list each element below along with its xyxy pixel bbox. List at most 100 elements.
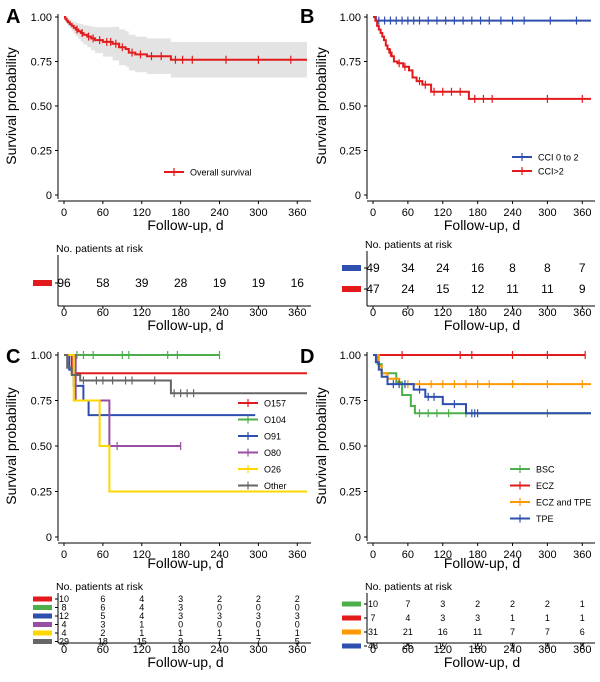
legend-item: BSC [510, 465, 555, 475]
x-tick-label: 360 [573, 207, 591, 219]
y-tick-label: 0.50 [31, 101, 52, 113]
y-axis-label: Survival probability [313, 387, 329, 505]
x-tick-label: 300 [538, 549, 556, 561]
risk-table: No. patients at risk 96 58 39 28 19 19 16 0 60 120… [33, 243, 311, 333]
series-cci-0-to-2 [373, 16, 591, 25]
risk-count: 11 [473, 627, 482, 637]
survival-curve [373, 354, 591, 415]
risk-table-title: No. patients at risk [56, 581, 144, 593]
risk-count: 5 [100, 611, 105, 621]
risk-count: 34 [401, 261, 415, 275]
x-tick-label: 180 [468, 549, 486, 561]
x-tick-label: 180 [171, 207, 189, 219]
survival-curve [373, 354, 591, 386]
x-tick-label: 180 [468, 207, 486, 219]
risk-count: 4 [61, 628, 66, 638]
survival-curve [373, 16, 591, 22]
x-tick-label: 60 [97, 549, 109, 561]
risk-count: 24 [401, 282, 415, 296]
legend-label: Overall survival [190, 168, 252, 178]
legend-label: TPE [536, 514, 554, 524]
risk-row-swatch [33, 596, 52, 602]
series-cci-2 [373, 16, 591, 103]
risk-x-tick-label: 240 [503, 644, 521, 656]
legend-label: O157 [264, 399, 286, 409]
risk-count: 49 [366, 261, 380, 275]
legend-item: Overall survival [164, 168, 252, 178]
legend-item: ECZ and TPE [510, 498, 591, 508]
legend-item: O157 [238, 399, 286, 409]
risk-count: 3 [295, 611, 300, 621]
risk-count: 19 [213, 276, 227, 290]
risk-count: 19 [252, 276, 266, 290]
risk-count: 3 [178, 611, 183, 621]
risk-x-tick-label: 180 [171, 307, 189, 319]
legend-item: ECZ [510, 481, 555, 491]
x-axis-label: Follow-up, d [147, 217, 223, 233]
legend-item: O26 [238, 465, 281, 475]
risk-row-swatch [342, 615, 361, 621]
legend-item: Other [238, 481, 287, 491]
risk-count: 24 [436, 261, 450, 275]
risk-count: 6 [580, 627, 585, 637]
risk-count: 4 [405, 613, 410, 623]
x-tick-label: 300 [249, 207, 267, 219]
legend-item: O104 [238, 415, 286, 425]
risk-count: 3 [178, 603, 183, 613]
risk-row-swatch [342, 286, 361, 292]
legend-label: CCI>2 [538, 167, 564, 177]
y-axis-label: Survival probability [3, 47, 19, 165]
risk-count: 39 [135, 276, 149, 290]
risk-x-tick-label: 120 [434, 307, 452, 319]
risk-x-axis-label: Follow-up, d [147, 317, 223, 333]
x-tick-label: 360 [573, 549, 591, 561]
risk-x-tick-label: 240 [210, 644, 228, 656]
series-bsc [373, 354, 591, 418]
risk-x-tick-label: 300 [538, 644, 556, 656]
risk-x-tick-label: 240 [210, 307, 228, 319]
risk-count: 2 [217, 594, 222, 604]
risk-count: 3 [475, 613, 480, 623]
panel-D: D00.250.500.751.000 60 120 180 240 300 360Surv… [300, 346, 595, 670]
risk-row-swatch [33, 280, 52, 286]
risk-count: 6 [100, 594, 105, 604]
risk-count: 3 [217, 611, 222, 621]
risk-row-swatch [342, 643, 361, 649]
y-tick-label: 0.25 [340, 146, 361, 158]
survival-curve [64, 354, 256, 417]
survival-curve [373, 16, 591, 100]
risk-x-axis-label: Follow-up, d [444, 654, 520, 670]
risk-count: 9 [178, 637, 183, 647]
x-tick-label: 240 [503, 549, 521, 561]
risk-row-swatch [33, 613, 52, 619]
risk-x-tick-label: 300 [249, 644, 267, 656]
x-tick-label: 300 [249, 549, 267, 561]
panel-letter: C [6, 346, 20, 368]
risk-row-swatch [342, 265, 361, 271]
y-axis-label: Survival probability [3, 387, 19, 505]
risk-x-tick-label: 240 [503, 307, 521, 319]
risk-x-tick-label: 0 [61, 307, 67, 319]
y-tick-label: 0.75 [31, 396, 52, 408]
risk-row-swatch [342, 629, 361, 635]
survival-curve [64, 354, 307, 493]
legend-label: BSC [536, 465, 555, 475]
x-tick-label: 120 [434, 207, 452, 219]
y-tick-label: 0 [355, 532, 361, 544]
series-tpe [373, 354, 591, 418]
panel-B: B00.250.500.751.000 60 120 180 240 300 360Surv… [300, 6, 595, 333]
risk-count: 0 [295, 620, 300, 630]
risk-count: 12 [59, 611, 69, 621]
risk-x-tick-label: 300 [249, 307, 267, 319]
risk-count: 7 [510, 627, 515, 637]
panel-letter: B [300, 6, 314, 28]
risk-x-tick-label: 0 [61, 644, 67, 656]
risk-count: 2 [545, 599, 550, 609]
risk-count: 0 [217, 603, 222, 613]
risk-count: 58 [96, 276, 110, 290]
risk-count: 12 [471, 282, 485, 296]
risk-count: 0 [256, 620, 261, 630]
risk-count: 1 [510, 613, 515, 623]
risk-count: 11 [541, 282, 554, 296]
